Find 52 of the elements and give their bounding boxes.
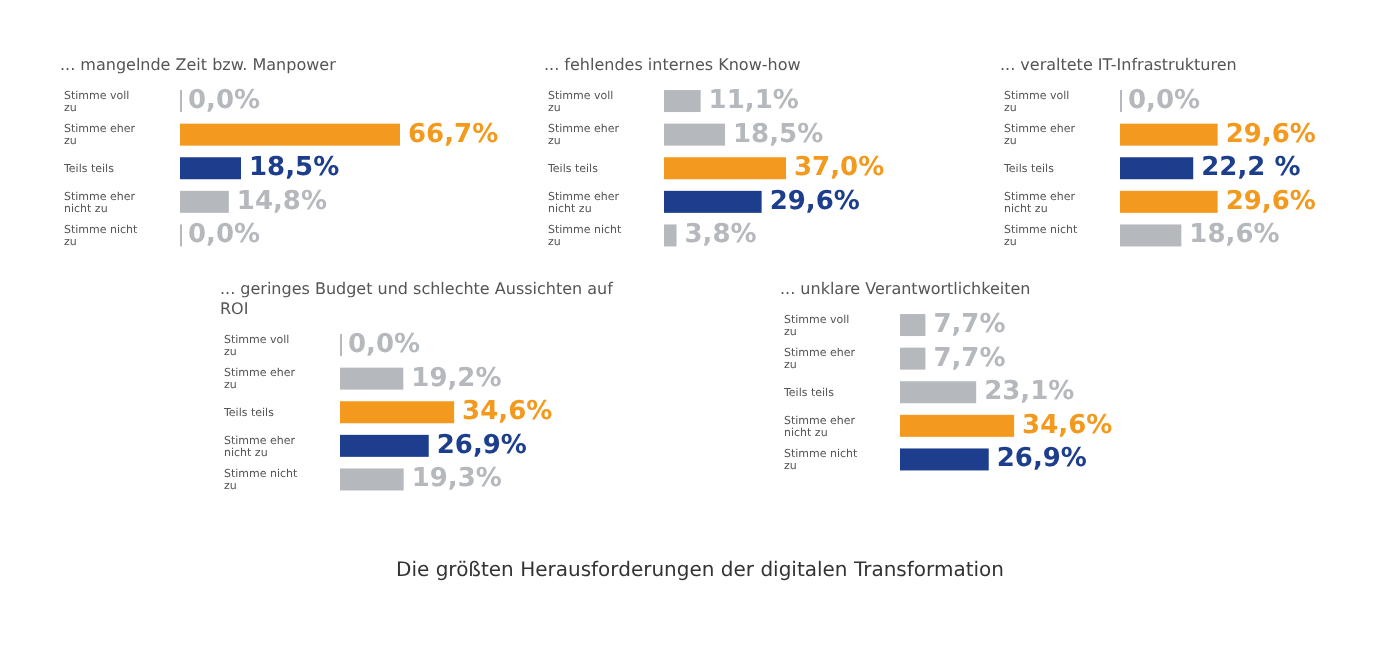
chart-title: ... mangelnde Zeit bzw. Manpower (60, 56, 338, 76)
bar (900, 414, 1015, 437)
data-label: 0,0% (1128, 86, 1201, 117)
data-label: 18,6% (1189, 220, 1280, 251)
bar (340, 401, 455, 424)
data-label: 18,5% (249, 153, 340, 184)
bar (1120, 190, 1218, 213)
bar (180, 190, 229, 213)
bar (180, 123, 400, 146)
bar (900, 381, 977, 404)
bar (900, 448, 989, 471)
data-label: 29,6% (1225, 186, 1316, 217)
data-label: 22,2 % (1201, 153, 1301, 184)
data-label: 0,0% (188, 220, 261, 251)
text: Die größten Herausforderungen der digitalen Transformation (394, 560, 1006, 582)
data-label: 7,7% (933, 310, 1006, 341)
bar (900, 314, 926, 337)
bar (664, 123, 726, 146)
data-label: 29,6% (1225, 119, 1316, 150)
data-label: 19,3% (411, 464, 502, 495)
data-label: 3,8% (684, 220, 757, 251)
data-label: 29,6% (769, 186, 860, 217)
bar (900, 347, 926, 370)
data-label: 7,7% (933, 343, 1006, 374)
data-label: 34,6% (1022, 410, 1113, 441)
bar (664, 157, 787, 180)
data-label: 18,5% (733, 119, 824, 150)
data-label: 26,9% (436, 430, 527, 461)
data-label: 66,7% (408, 119, 499, 150)
data-label: 14,8% (236, 186, 328, 217)
bar (664, 90, 701, 113)
bar (664, 224, 677, 247)
data-label: 19,2% (411, 363, 502, 394)
bar (1120, 157, 1194, 180)
bar (340, 434, 429, 457)
chart-title: ... geringes Budget und schlechte Aussichten auf ROI (220, 280, 616, 320)
data-label: 11,1% (708, 86, 799, 117)
data-label: 23,1% (984, 377, 1075, 408)
data-label: 34,6% (462, 397, 553, 428)
bar (340, 367, 404, 390)
bar (340, 468, 404, 491)
chart-title: ... fehlendes internes Know-how (544, 56, 803, 76)
data-label: 0,0% (188, 86, 261, 117)
bar (180, 157, 242, 180)
data-label: 0,0% (348, 330, 421, 361)
bar (664, 190, 762, 213)
bar (1120, 123, 1218, 146)
bar (1120, 224, 1182, 247)
data-label: 37,0% (794, 153, 885, 184)
chart-title: ... veraltete IT-Infrastrukturen (1000, 56, 1239, 76)
data-label: 26,9% (996, 444, 1087, 475)
chart-title: ... unklare Verantwortlichkeiten (780, 280, 1033, 300)
